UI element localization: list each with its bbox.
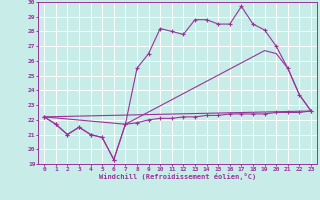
X-axis label: Windchill (Refroidissement éolien,°C): Windchill (Refroidissement éolien,°C) xyxy=(99,173,256,180)
